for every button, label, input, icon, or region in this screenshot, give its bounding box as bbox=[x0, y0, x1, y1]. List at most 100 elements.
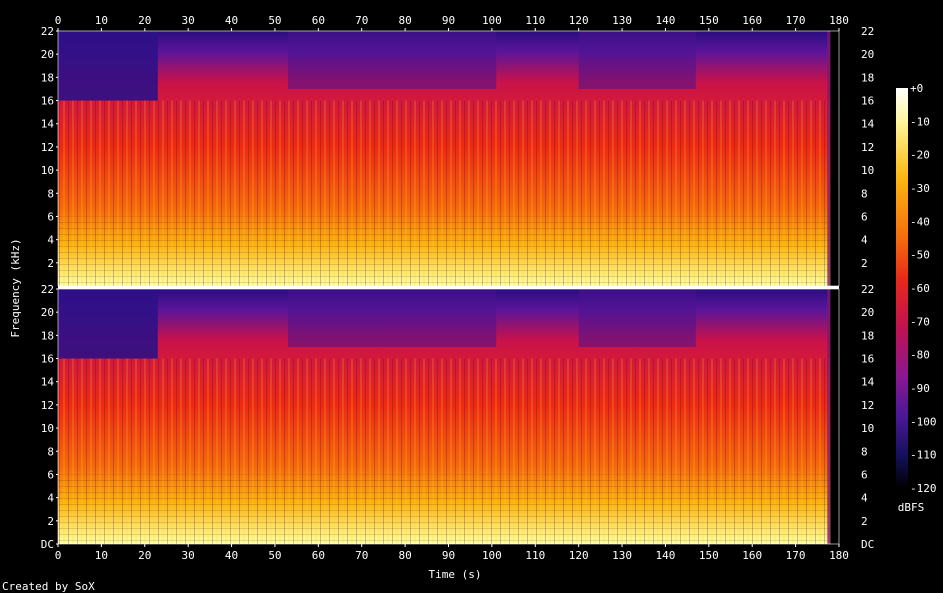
x-tick-bottom-80: 80 bbox=[398, 549, 411, 562]
colorbar-tick--80: -80 bbox=[910, 349, 930, 362]
x-tick-top-10: 10 bbox=[95, 14, 108, 27]
x-tick-top-0: 0 bbox=[55, 14, 62, 27]
y-tick-left-panel-2-2: 2 bbox=[47, 515, 54, 528]
x-tick-top-130: 130 bbox=[612, 14, 632, 27]
y-tick-left-panel-2-16: 16 bbox=[41, 353, 54, 366]
y-tick-left-panel-2-10: 10 bbox=[41, 422, 54, 435]
x-tick-top-60: 60 bbox=[312, 14, 325, 27]
y-tick-right-panel-1-20: 20 bbox=[861, 48, 874, 61]
y-tick-left-panel-2-14: 14 bbox=[41, 376, 55, 389]
colorbar-tick--30: -30 bbox=[910, 182, 930, 195]
x-tick-bottom-150: 150 bbox=[699, 549, 719, 562]
x-tick-bottom-50: 50 bbox=[268, 549, 281, 562]
x-tick-bottom-20: 20 bbox=[138, 549, 151, 562]
y-tick-right-panel-2-12: 12 bbox=[861, 399, 874, 412]
y-axis-label: Frequency (kHz) bbox=[9, 238, 22, 337]
colorbar-tick--10: -10 bbox=[910, 115, 930, 128]
channel-2-verse-quiet-1 bbox=[287, 289, 497, 347]
y-tick-left-panel-2-6: 6 bbox=[47, 468, 54, 481]
x-tick-top-120: 120 bbox=[569, 14, 589, 27]
x-tick-top-160: 160 bbox=[742, 14, 762, 27]
colorbar-tick--90: -90 bbox=[910, 382, 930, 395]
colorbar-tick--20: -20 bbox=[910, 149, 930, 162]
channel-1-intro-quiet bbox=[58, 31, 158, 101]
x-tick-bottom-100: 100 bbox=[482, 549, 502, 562]
channel-1-verse-quiet-1 bbox=[287, 31, 497, 89]
y-tick-left-panel-2-22: 22 bbox=[41, 283, 54, 296]
colorbar-tick--40: -40 bbox=[910, 215, 930, 228]
y-tick-right-panel-2-18: 18 bbox=[861, 329, 874, 342]
x-tick-bottom-140: 140 bbox=[656, 549, 676, 562]
x-tick-bottom-30: 30 bbox=[182, 549, 195, 562]
colorbar-label: dBFS bbox=[898, 501, 925, 514]
y-tick-left-panel-2-20: 20 bbox=[41, 306, 54, 319]
y-tick-left-panel-1-2: 2 bbox=[47, 257, 54, 270]
channel-separator bbox=[58, 286, 839, 289]
y-tick-left-panel-1-18: 18 bbox=[41, 71, 54, 84]
y-tick-right-panel-2-14: 14 bbox=[861, 376, 875, 389]
y-tick-right-panel-1-10: 10 bbox=[861, 164, 874, 177]
colorbar-gradient bbox=[896, 88, 908, 488]
x-tick-bottom-160: 160 bbox=[742, 549, 762, 562]
x-tick-top-80: 80 bbox=[398, 14, 411, 27]
y-tick-right-panel-2-10: 10 bbox=[861, 422, 874, 435]
y-tick-right-panel-2-2: 2 bbox=[861, 515, 868, 528]
x-tick-bottom-90: 90 bbox=[442, 549, 455, 562]
colorbar-tick--120: -120 bbox=[910, 482, 937, 495]
y-tick-right-panel-2-4: 4 bbox=[861, 492, 868, 505]
y-tick-left-panel-1-4: 4 bbox=[47, 234, 54, 247]
channel-2-intro-quiet bbox=[58, 289, 158, 359]
x-tick-bottom-130: 130 bbox=[612, 549, 632, 562]
y-tick-left-panel-1-14: 14 bbox=[41, 118, 55, 131]
x-tick-top-110: 110 bbox=[525, 14, 545, 27]
y-tick-left-panel-1-6: 6 bbox=[47, 210, 54, 223]
x-axis-label: Time (s) bbox=[429, 568, 482, 581]
y-tick-right-panel-1-4: 4 bbox=[861, 234, 868, 247]
x-tick-bottom-60: 60 bbox=[312, 549, 325, 562]
x-tick-top-70: 70 bbox=[355, 14, 368, 27]
y-tick-right-panel-2-22: 22 bbox=[861, 283, 874, 296]
y-tick-right-panel-1-14: 14 bbox=[861, 118, 875, 131]
y-tick-right-panel-1-2: 2 bbox=[861, 257, 868, 270]
x-tick-bottom-170: 170 bbox=[786, 549, 806, 562]
x-tick-top-90: 90 bbox=[442, 14, 455, 27]
channel-1-verse-quiet-2 bbox=[578, 31, 696, 89]
x-tick-top-40: 40 bbox=[225, 14, 238, 27]
colorbar-tick--70: -70 bbox=[910, 315, 930, 328]
colorbar-tick--110: -110 bbox=[910, 449, 937, 462]
channel-2-fade-tail bbox=[827, 289, 831, 544]
y-tick-left-panel-2-12: 12 bbox=[41, 399, 54, 412]
x-tick-top-50: 50 bbox=[268, 14, 281, 27]
channel-1-fade-tail bbox=[827, 31, 831, 286]
x-tick-top-100: 100 bbox=[482, 14, 502, 27]
colorbar-tick--50: -50 bbox=[910, 249, 930, 262]
y-tick-right-panel-2-16: 16 bbox=[861, 353, 874, 366]
y-tick-right-panel-2-20: 20 bbox=[861, 306, 874, 319]
x-tick-top-180: 180 bbox=[829, 14, 849, 27]
y-tick-right-panel-1-8: 8 bbox=[861, 187, 868, 200]
y-tick-left-panel-1-16: 16 bbox=[41, 95, 54, 108]
y-tick-left-panel-1-20: 20 bbox=[41, 48, 54, 61]
x-tick-top-30: 30 bbox=[182, 14, 195, 27]
colorbar: +0 -10 -20 -30 -40 -50 -60 -70 -80 -90 -100 -110 -12… bbox=[896, 82, 937, 495]
footer-text: Created by SoX bbox=[2, 580, 95, 593]
y-tick-left-panel-2-8: 8 bbox=[47, 445, 54, 458]
x-tick-bottom-40: 40 bbox=[225, 549, 238, 562]
colorbar-tick--100: -100 bbox=[910, 415, 937, 428]
x-tick-top-140: 140 bbox=[656, 14, 676, 27]
channel-2-bands bbox=[58, 474, 831, 544]
x-tick-bottom-70: 70 bbox=[355, 549, 368, 562]
y-tick-right-panel-1-12: 12 bbox=[861, 141, 874, 154]
y-tick-left-panel-1-10: 10 bbox=[41, 164, 54, 177]
y-tick-right-panel-1-18: 18 bbox=[861, 71, 874, 84]
x-tick-bottom-0: 0 bbox=[55, 549, 62, 562]
x-tick-top-150: 150 bbox=[699, 14, 719, 27]
y-tick-right-panel-2-6: 6 bbox=[861, 468, 868, 481]
x-tick-bottom-120: 120 bbox=[569, 549, 589, 562]
channel-2-verse-quiet-2 bbox=[578, 289, 696, 347]
y-tick-left-panel-1-22: 22 bbox=[41, 25, 54, 38]
x-tick-bottom-110: 110 bbox=[525, 549, 545, 562]
colorbar-tick-+0: +0 bbox=[910, 82, 923, 95]
y-tick-right-panel-1-16: 16 bbox=[861, 95, 874, 108]
